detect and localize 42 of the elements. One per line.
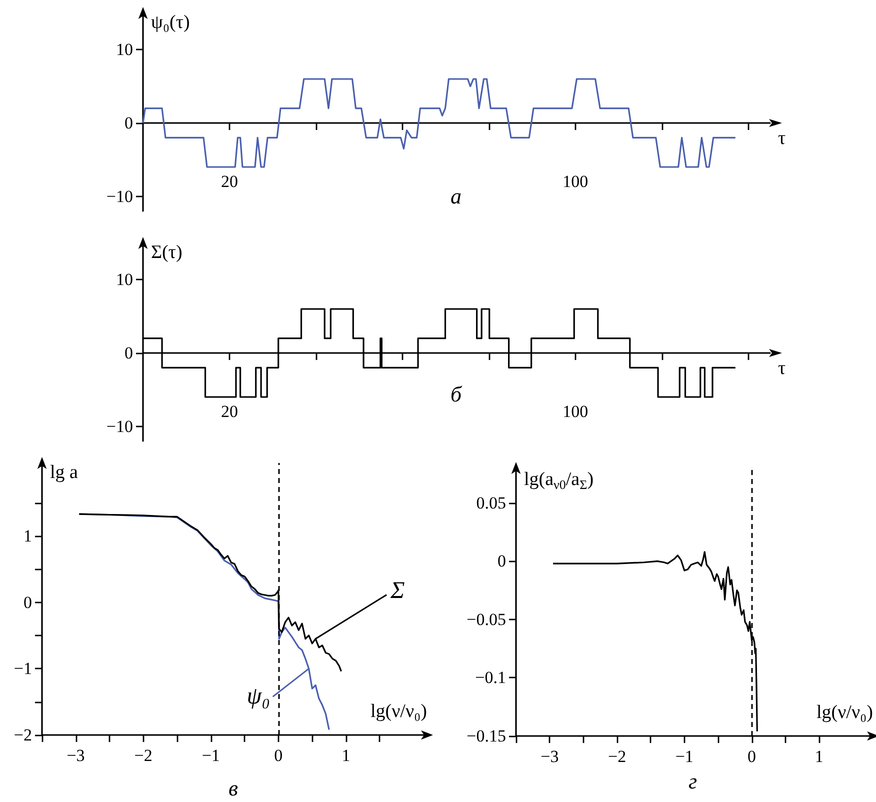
y-tick-label: −10 (106, 186, 133, 206)
x-tick-label: 20 (220, 402, 238, 421)
y-tick-label: −0.05 (466, 610, 506, 629)
y-tick-label: 0 (124, 344, 133, 362)
text: Σ (390, 578, 405, 604)
y-tick-label: 10 (116, 40, 133, 60)
x-axis-title: τ (778, 358, 786, 379)
y-tick-label: 0 (24, 592, 32, 612)
x-tick-label: 1 (342, 746, 350, 765)
x-tick-label: −2 (608, 747, 626, 766)
y-tick-label: −0.1 (475, 668, 506, 688)
y-tick-label: 0.05 (476, 493, 506, 512)
line-series (142, 78, 736, 168)
annotation: б (450, 382, 462, 406)
y-tick-label: −1 (14, 659, 32, 678)
x-tick-label: −1 (202, 746, 220, 765)
y-tick-label: 1 (24, 526, 32, 546)
x-axis-title: τ (778, 128, 786, 149)
x-tick-label: −3 (66, 746, 85, 765)
y-axis-title: lg a (50, 462, 79, 483)
y-tick-label: −10 (106, 416, 133, 436)
y-tick-label: 10 (116, 270, 133, 290)
text: в (228, 776, 238, 800)
y-tick-label: 0 (124, 114, 133, 132)
x-tick-label: 100 (562, 402, 588, 421)
y-axis-title: ψ₀(τ) (151, 12, 190, 33)
y-tick-label: 0 (498, 552, 506, 571)
text: г (688, 768, 698, 794)
x-axis-title: lg(ν/ν₀) (370, 701, 427, 722)
x-tick-label: 20 (220, 172, 238, 191)
y-tick-label: −0.15 (466, 726, 506, 746)
x-tick-label: 0 (748, 747, 756, 766)
x-tick-label: −3 (540, 747, 559, 766)
y-tick-label: −2 (14, 726, 32, 744)
x-tick-label: 0 (274, 746, 283, 765)
legend-label: ψ₀ (246, 684, 270, 710)
annotation: а (450, 184, 462, 208)
y-axis-title: Σ(τ) (151, 242, 182, 263)
x-tick-label: 1 (814, 747, 824, 766)
x-axis-title: lg(ν/ν₀) (816, 702, 873, 723)
x-tick-label: 100 (562, 172, 588, 191)
x-tick-label: −1 (675, 747, 694, 766)
